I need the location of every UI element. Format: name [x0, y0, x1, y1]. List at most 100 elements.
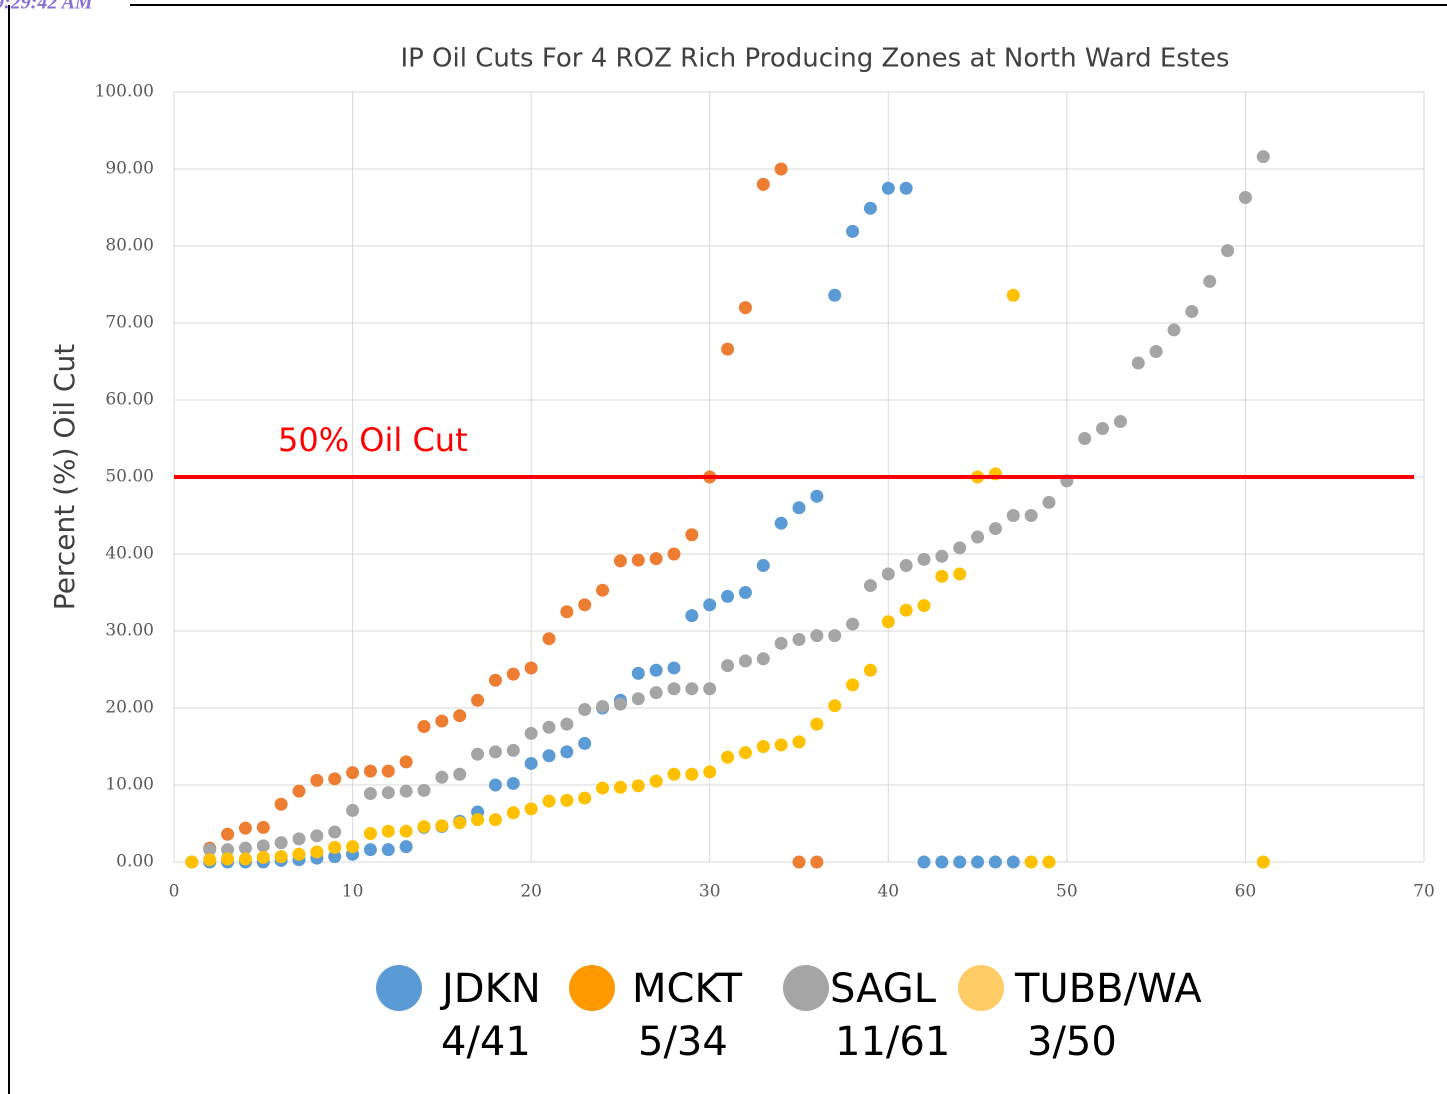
x-tick-label: 10: [342, 882, 364, 902]
data-point: [274, 850, 288, 864]
data-point: [346, 840, 360, 854]
data-point: [631, 692, 645, 706]
data-point: [453, 709, 467, 723]
data-point: [738, 586, 752, 599]
data-point: [506, 776, 520, 790]
data-point: [488, 745, 502, 759]
legend-label: MCKT: [632, 966, 743, 1012]
data-point: [506, 667, 520, 681]
data-point: [435, 770, 449, 784]
data-point: [1006, 288, 1020, 302]
data-point: [274, 797, 288, 811]
reference-label: 50% Oil Cut: [278, 421, 468, 459]
data-point: [471, 813, 485, 827]
data-point: [417, 719, 431, 733]
data-point: [649, 663, 663, 677]
data-point: [221, 827, 235, 841]
data-point: [613, 554, 627, 568]
data-point: [917, 552, 931, 566]
data-point: [756, 177, 770, 191]
data-point: [703, 765, 717, 779]
x-tick-label: 50: [1056, 882, 1078, 902]
legend-marker: [569, 965, 615, 1011]
data-point: [328, 772, 342, 786]
data-point: [756, 740, 770, 753]
data-point: [435, 819, 449, 833]
data-point: [578, 791, 592, 805]
data-point: [578, 598, 592, 612]
data-point: [899, 181, 913, 195]
data-point: [1024, 509, 1038, 522]
data-point: [1006, 509, 1020, 522]
data-point: [1006, 855, 1020, 869]
data-point: [667, 767, 681, 781]
data-point: [453, 767, 467, 781]
data-point: [381, 843, 395, 857]
x-tick-label: 40: [877, 882, 899, 902]
data-point: [310, 845, 324, 859]
data-point: [738, 746, 752, 760]
legend-note: 4/41: [441, 1019, 531, 1065]
data-point: [721, 659, 735, 673]
data-point: [471, 747, 485, 761]
data-point: [863, 201, 877, 215]
data-point: [596, 781, 610, 795]
data-point: [810, 489, 824, 503]
y-tick-label: 50.00: [105, 467, 154, 487]
data-point: [1256, 150, 1270, 164]
data-point: [542, 632, 556, 646]
data-point: [238, 841, 252, 855]
data-point: [613, 780, 627, 794]
data-point: [399, 840, 413, 854]
data-point: [256, 820, 270, 834]
data-point: [1078, 432, 1092, 445]
data-point: [631, 779, 645, 793]
data-point: [738, 301, 752, 315]
data-point: [292, 847, 306, 861]
data-point: [1131, 356, 1145, 370]
data-point: [1167, 323, 1181, 337]
data-point: [810, 717, 824, 731]
data-point: [721, 342, 735, 356]
data-point: [846, 617, 860, 631]
data-point: [363, 786, 377, 800]
timestamp: 9:29:42 AM: [0, 0, 94, 14]
data-point: [381, 786, 395, 800]
data-point: [1113, 415, 1127, 429]
data-point: [399, 824, 413, 838]
y-tick-label: 60.00: [105, 390, 154, 410]
data-point: [1024, 855, 1038, 869]
data-point: [613, 697, 627, 711]
data-point: [185, 855, 199, 869]
data-point: [1203, 274, 1217, 288]
legend-note: 5/34: [638, 1019, 728, 1065]
y-axis-label: Percent (%) Oil Cut: [48, 344, 81, 610]
data-point: [792, 501, 806, 515]
data-point: [596, 583, 610, 597]
data-point: [774, 516, 788, 530]
data-point: [524, 756, 538, 770]
data-point: [292, 784, 306, 798]
data-point: [1149, 344, 1163, 358]
data-point: [238, 852, 252, 866]
data-point: [310, 773, 324, 787]
data-point: [881, 181, 895, 195]
data-point: [346, 803, 360, 817]
data-point: [846, 678, 860, 692]
data-point: [346, 766, 360, 780]
data-point: [221, 843, 235, 857]
chart-title: IP Oil Cuts For 4 ROZ Rich Producing Zon…: [400, 44, 1229, 74]
data-point: [560, 605, 574, 619]
data-point: [774, 162, 788, 176]
data-point: [792, 735, 806, 749]
data-point: [685, 609, 699, 623]
data-point: [381, 824, 395, 838]
data-point: [256, 850, 270, 864]
data-point: [560, 717, 574, 731]
data-point: [756, 652, 770, 666]
data-point: [988, 855, 1002, 869]
data-point: [649, 774, 663, 788]
legend-label: SAGL: [830, 966, 937, 1012]
